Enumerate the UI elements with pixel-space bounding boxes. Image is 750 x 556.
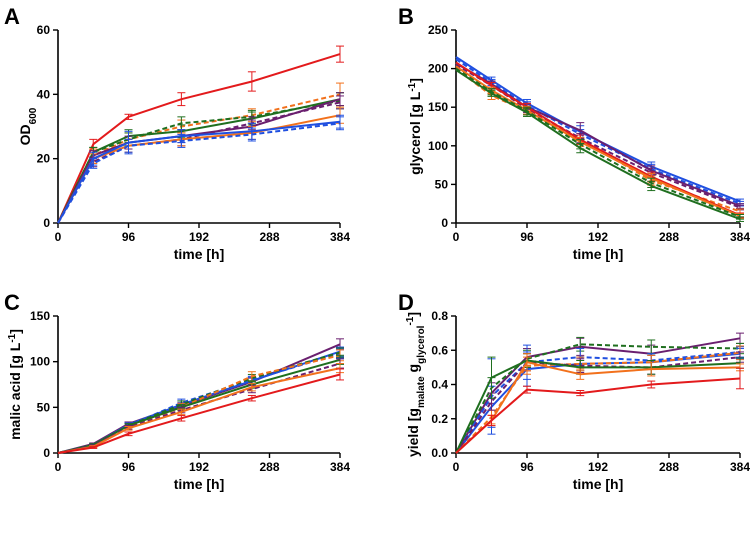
series-line — [57, 93, 341, 224]
x-axis-title: time [h] — [573, 246, 624, 262]
y-tick-label: 0 — [441, 216, 448, 230]
series-line — [57, 354, 341, 454]
series-line — [57, 351, 341, 454]
series-purple-dashed — [57, 95, 344, 224]
y-tick-label: 20 — [37, 152, 51, 166]
x-tick-label: 288 — [659, 460, 679, 474]
panel-letter: D — [398, 290, 414, 315]
y-tick-label: 50 — [435, 177, 449, 191]
panel-a: A 0 96 192 288 384 0 20 40 60 time [h] OD600 — [4, 4, 350, 262]
series-line — [455, 56, 741, 203]
series-line — [57, 122, 341, 224]
panel-d: D 0 96 192 288 384 0.0 0.2 0.4 0.6 0.8 time [h] yiel… — [398, 290, 750, 492]
panel-letter: B — [398, 4, 414, 29]
series-line — [57, 352, 341, 454]
y-tick-label: 40 — [37, 87, 51, 101]
series-line — [455, 361, 741, 454]
y-tick-label: 0.6 — [431, 343, 448, 357]
y-axis-title: malic acid [g L-1] — [7, 329, 24, 440]
x-tick-label: 0 — [55, 460, 62, 474]
series-green-dashed — [455, 336, 744, 454]
panel-b: B 0 96 192 288 384 0 50 100 150 200 250 time [h] glyc… — [398, 4, 750, 262]
series-line — [455, 343, 741, 454]
x-tick-label: 192 — [189, 230, 209, 244]
series-red-solid — [455, 367, 744, 454]
x-tick-label: 288 — [659, 230, 679, 244]
y-axis-title: yield [gmalate gglycerol-1] — [405, 312, 427, 457]
series-line — [57, 114, 341, 224]
y-tick-label: 250 — [428, 23, 448, 37]
x-tick-label: 96 — [122, 230, 136, 244]
series-line — [455, 62, 741, 207]
x-tick-label: 384 — [730, 230, 750, 244]
y-tick-label: 50 — [37, 400, 51, 414]
y-tick-label: 150 — [30, 309, 50, 323]
y-tick-label: 100 — [30, 355, 50, 369]
x-tick-label: 384 — [730, 460, 750, 474]
x-tick-label: 96 — [520, 230, 534, 244]
x-tick-label: 96 — [520, 460, 534, 474]
y-tick-label: 0 — [43, 446, 50, 460]
x-tick-label: 192 — [588, 230, 608, 244]
x-tick-label: 288 — [259, 460, 279, 474]
x-axis-title: time [h] — [573, 476, 624, 492]
series-blue-solid — [455, 56, 744, 205]
x-tick-label: 192 — [189, 460, 209, 474]
series-line — [455, 67, 741, 218]
y-axis-title: OD600 — [17, 107, 39, 145]
series-line — [57, 101, 341, 224]
x-tick-label: 288 — [259, 230, 279, 244]
x-tick-label: 0 — [453, 460, 460, 474]
y-tick-label: 0.4 — [431, 378, 448, 392]
x-tick-label: 384 — [330, 460, 350, 474]
series-line — [455, 69, 741, 221]
series-line — [455, 377, 741, 454]
series-purple-solid — [57, 92, 344, 224]
series-blue-solid — [57, 114, 344, 224]
x-tick-label: 0 — [55, 230, 62, 244]
y-tick-label: 60 — [37, 23, 51, 37]
series-red-solid — [57, 45, 344, 224]
series-line — [57, 373, 341, 454]
series-line — [57, 53, 341, 224]
series-line — [57, 98, 341, 224]
x-tick-label: 384 — [330, 230, 350, 244]
series-line — [455, 58, 741, 205]
x-axis-title: time [h] — [174, 246, 225, 262]
series-red-solid — [57, 368, 344, 454]
y-tick-label: 100 — [428, 139, 448, 153]
series-line — [455, 65, 741, 218]
panel-c: C 0 96 192 288 384 0 50 100 150 time [h] malic acid… — [4, 290, 350, 492]
y-tick-label: 0.0 — [431, 446, 448, 460]
series-line — [455, 337, 741, 454]
series-orange-solid — [57, 106, 344, 224]
series-line — [57, 358, 341, 454]
x-tick-label: 96 — [122, 460, 136, 474]
series-line — [57, 98, 341, 224]
series-blue-dashed — [455, 58, 744, 207]
series-line — [455, 61, 741, 217]
y-tick-label: 0.2 — [431, 412, 448, 426]
series-blue-dashed — [57, 116, 344, 224]
y-tick-label: 200 — [428, 62, 448, 76]
x-axis-title: time [h] — [174, 476, 225, 492]
y-tick-label: 0 — [43, 216, 50, 230]
y-axis-title: glycerol [g L-1] — [407, 78, 424, 175]
series-line — [455, 359, 741, 454]
series-line — [57, 120, 341, 224]
panel-letter: C — [4, 290, 20, 315]
x-tick-label: 0 — [453, 230, 460, 244]
y-tick-label: 0.8 — [431, 309, 448, 323]
series-orange-solid — [455, 353, 744, 454]
y-tick-label: 150 — [428, 100, 448, 114]
series-line — [455, 356, 741, 454]
series-green-solid — [455, 69, 744, 222]
panel-letter: A — [4, 4, 20, 29]
series-line — [57, 99, 341, 224]
x-tick-label: 192 — [588, 460, 608, 474]
